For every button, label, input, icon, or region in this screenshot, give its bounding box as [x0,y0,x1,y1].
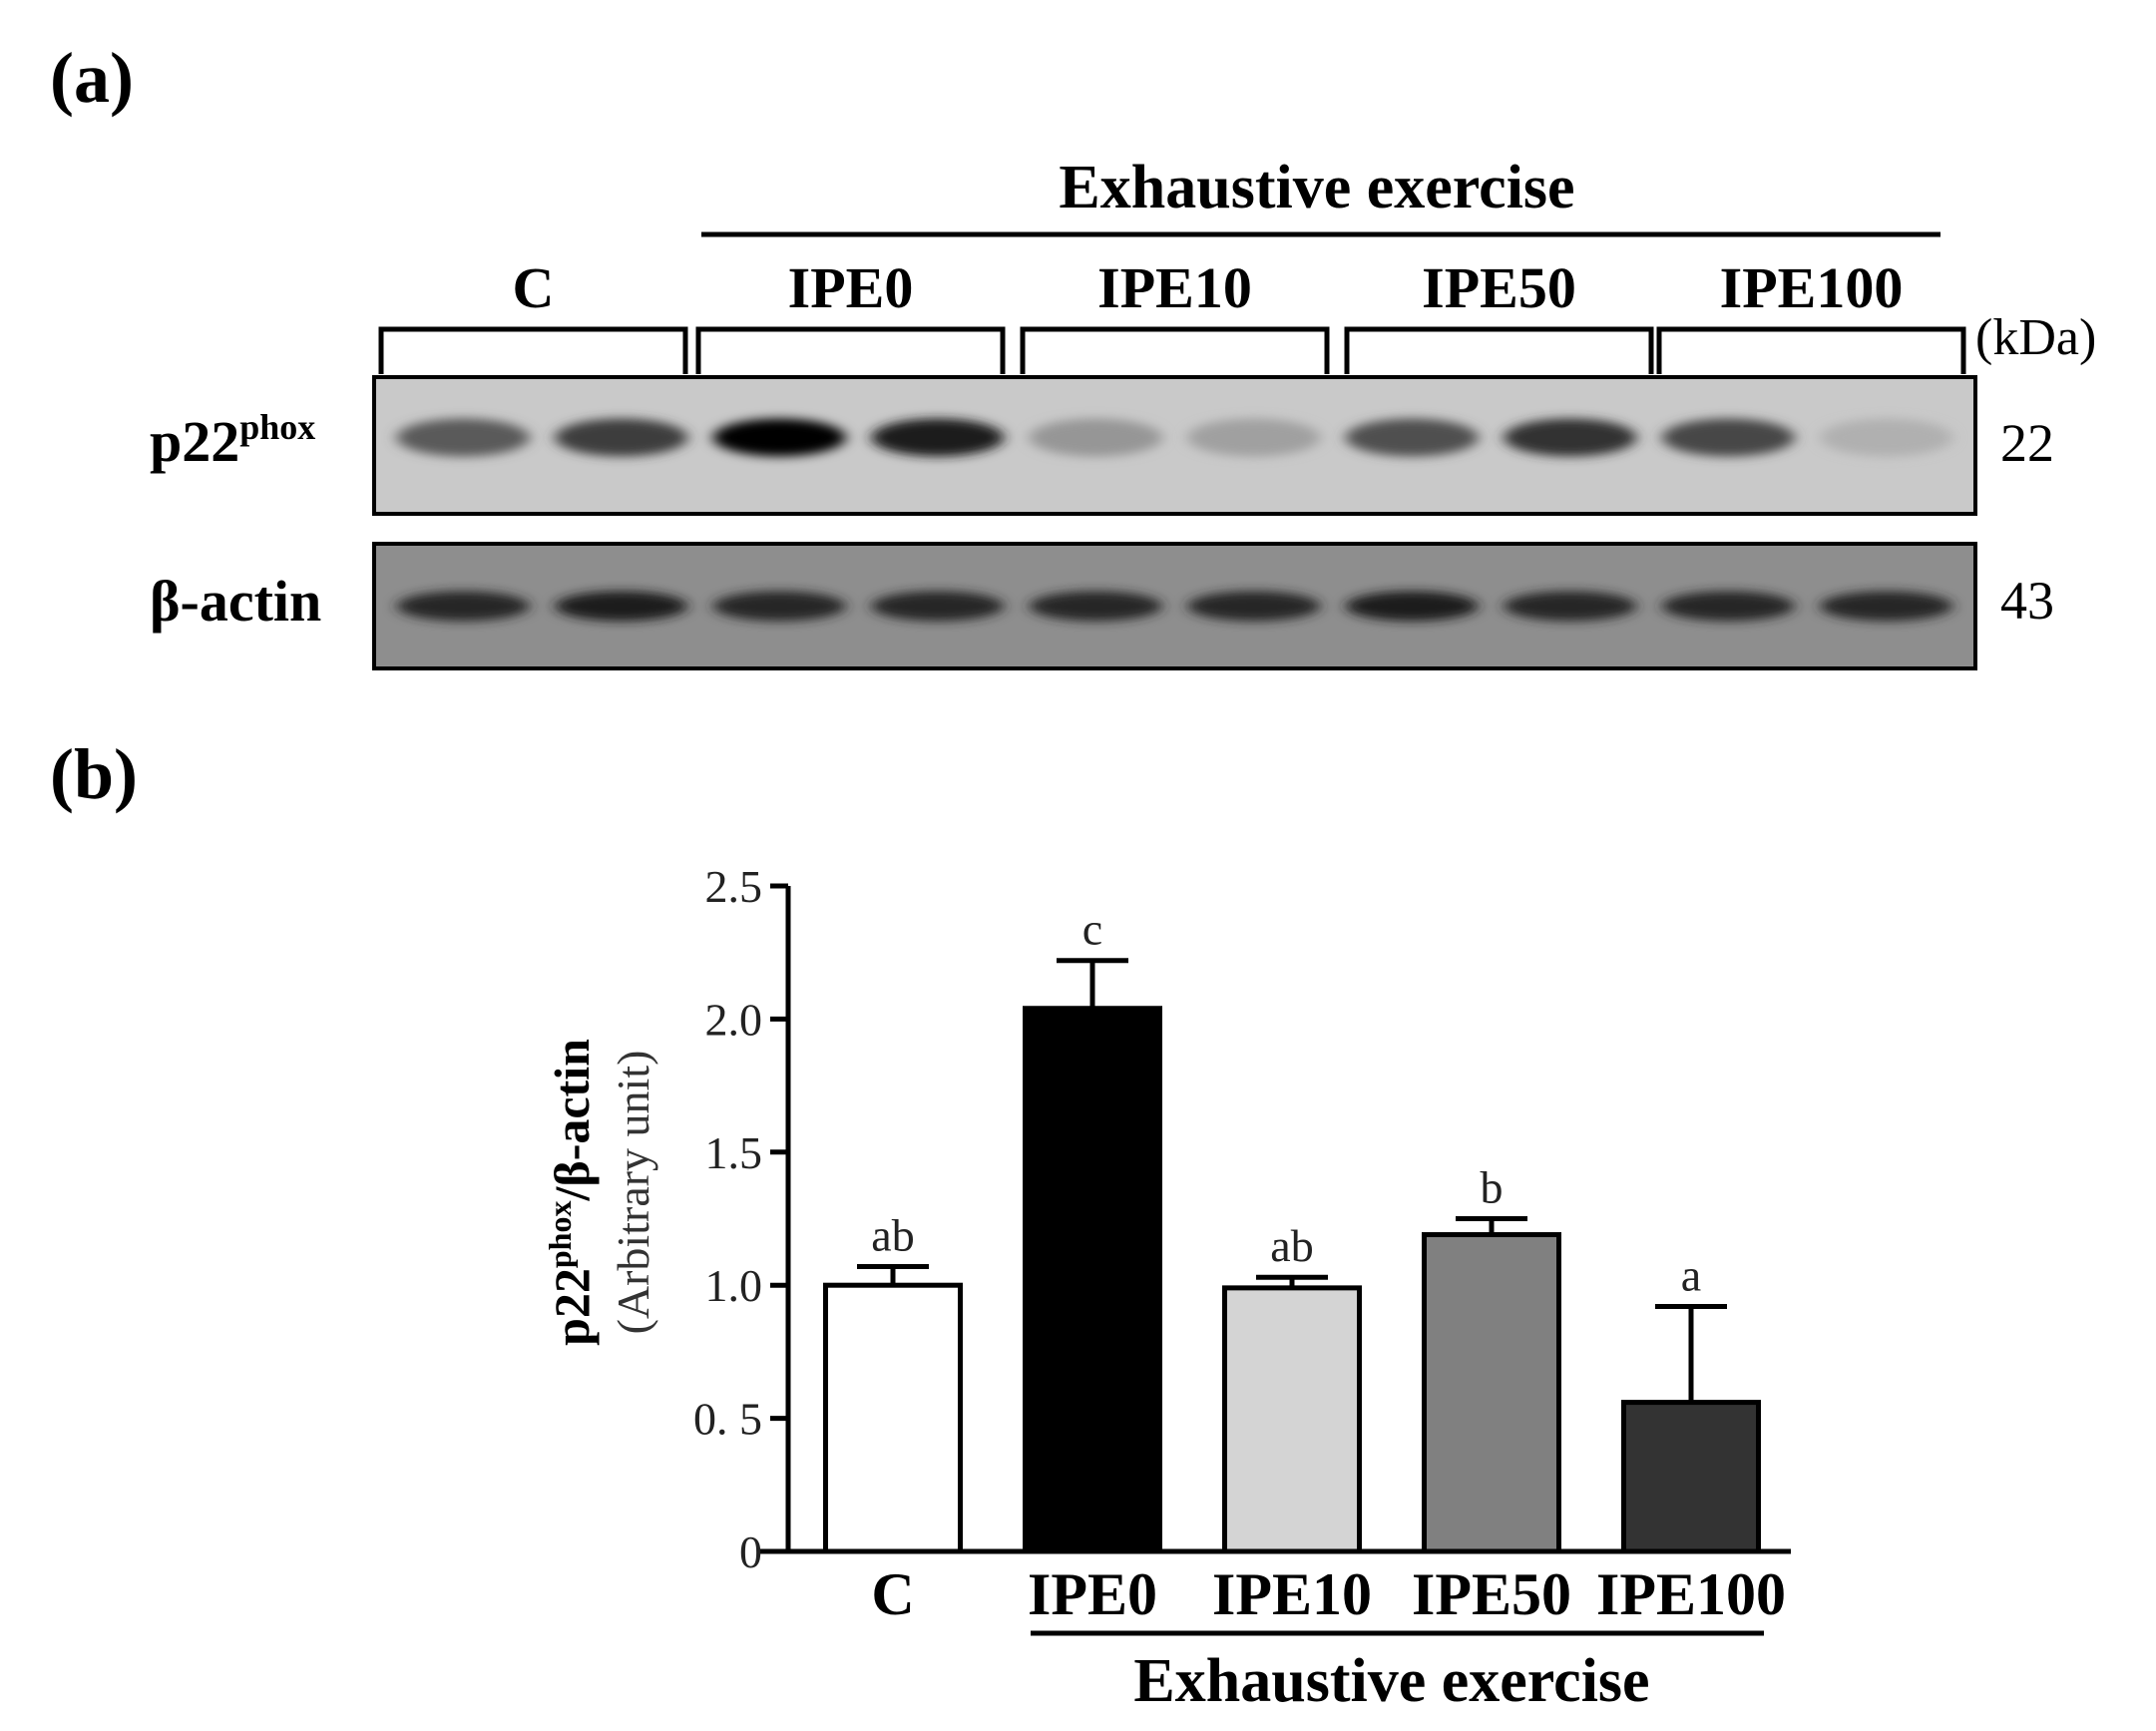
blot-band [1504,418,1637,457]
blot-band [712,591,846,622]
blot-band [1187,418,1321,457]
y-tick-label: 2.0 [705,994,763,1045]
blot-band [1820,591,1953,622]
kda-label: (kDa) [1975,309,2096,366]
western-header-title: Exhaustive exercise [1059,154,1574,221]
blot-protein-label-sup: phox [239,407,315,447]
panel-b-label: (b) [50,734,138,814]
blot-group-label-c: C [513,255,555,320]
blot-bracket-ipe10 [1020,326,1330,374]
significance-letter: ab [871,1210,914,1261]
y-axis-title-tail: /β-actin [544,1039,600,1202]
y-axis-title-sup: phox [542,1201,578,1269]
blot-kda-value: 22 [2000,413,2054,473]
blot-group-label-ipe100: IPE100 [1720,255,1904,320]
blot-band [871,418,1005,457]
blot-band [712,418,846,457]
y-tick-label: 1.0 [705,1260,763,1311]
blot-bracket-c [378,326,688,374]
blot-band [1661,591,1795,622]
y-axis-subtitle: (Arbitrary unit) [608,1051,658,1335]
bar-chart: 0 0. 5 1.0 1.5 2.0 2.5 ab Cc IPE0 ab IPE10 b IPE50 a I… [693,861,1791,1627]
blot-band [1029,418,1162,457]
blot-band [396,591,530,622]
group-caption: Exhaustive exercise [1133,1647,1649,1715]
x-tick-label: IPE10 [1212,1561,1372,1627]
y-tick-label: 0. 5 [693,1394,762,1445]
y-tick-label: 2.5 [705,861,763,912]
blot-strip-1: p22phox 22 [150,375,2054,516]
significance-letter: c [1082,904,1102,955]
blot-protein-label: p22phox [150,407,315,474]
blot-protein-label-main: β-actin [150,569,321,634]
blot-band [1345,418,1479,457]
blot-band [1504,591,1637,622]
svg-text:p22phox/β-actin: p22phox/β-actin [542,1039,600,1346]
x-tick-label: IPE100 [1596,1561,1786,1627]
bar-ipe50 [1422,1232,1561,1554]
blot-protein-label-main: p22 [150,409,239,474]
y-axis-title-main: p22 [544,1268,600,1346]
blot-bracket-ipe100 [1656,326,1966,374]
x-tick-label: C [871,1561,914,1627]
bar-ipe0 [1023,1006,1162,1554]
blot-band [1820,418,1953,457]
western-blots: p22phox 22 β-actin 43 [150,375,2054,670]
blot-band [871,591,1005,622]
bar-c [823,1282,963,1554]
blot-group-labels: C IPE0 IPE10 IPE50 IPE100 [378,255,1966,374]
significance-letter: b [1481,1162,1504,1213]
significance-letter: a [1681,1250,1701,1301]
blot-band [555,591,688,622]
blot-kda-value: 43 [2000,571,2054,631]
blot-group-label-ipe10: IPE10 [1097,255,1252,320]
blot-group-label-ipe0: IPE0 [788,255,914,320]
blot-bracket-ipe50 [1344,326,1654,374]
blot-band [1661,418,1795,457]
bar-ipe100 [1621,1400,1761,1554]
blot-band [1187,591,1321,622]
x-tick-label: IPE50 [1412,1561,1571,1627]
x-tick-label: IPE0 [1028,1561,1157,1627]
blot-protein-label: β-actin [150,569,321,634]
y-axis-title: p22phox/β-actin (Arbitrary unit) [542,1039,658,1346]
significance-letter: ab [1270,1220,1313,1271]
blot-band [1345,591,1479,622]
panel-a-label: (a) [50,38,134,118]
bar-ipe10 [1222,1285,1362,1554]
y-tick-label: 0 [739,1526,762,1577]
blot-band [1029,591,1162,622]
blot-bracket-ipe0 [695,326,1006,374]
blot-band [396,418,530,457]
blot-strip-2: β-actin 43 [150,542,2054,670]
y-tick-label: 1.5 [705,1127,763,1178]
blot-group-label-ipe50: IPE50 [1422,255,1576,320]
blot-band [555,418,688,457]
